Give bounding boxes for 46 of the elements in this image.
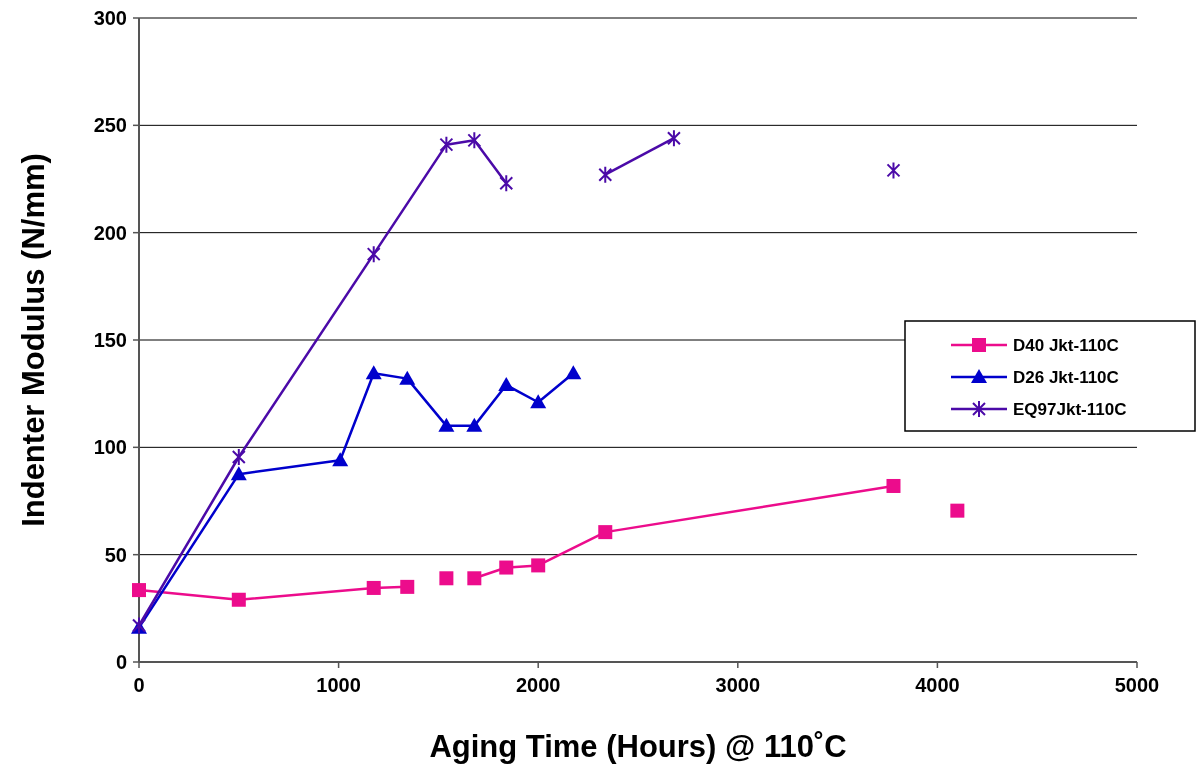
point <box>467 131 482 150</box>
x-tick-label: 3000 <box>715 674 761 696</box>
x-axis-title: Aging Time (Hours) @ 110˚C <box>429 729 847 764</box>
legend-label: EQ97Jkt-110C <box>1013 399 1127 419</box>
point <box>439 135 454 154</box>
point <box>132 583 146 598</box>
x-tick-label: 1000 <box>316 674 361 696</box>
x-tick-label: 5000 <box>1114 674 1160 696</box>
point <box>499 174 514 193</box>
point <box>498 377 515 392</box>
legend-label: D40 Jkt-110C <box>1013 335 1119 355</box>
y-tick-label: 250 <box>93 114 127 137</box>
point <box>886 161 901 180</box>
point <box>230 466 247 481</box>
point <box>598 165 613 184</box>
legend-label: D26 Jkt-110C <box>1013 367 1119 387</box>
point <box>231 592 246 607</box>
point <box>366 580 381 595</box>
point <box>467 571 482 586</box>
point <box>439 571 454 586</box>
point <box>499 560 514 575</box>
point <box>950 503 965 518</box>
point <box>332 452 349 467</box>
y-tick-label: 200 <box>93 221 127 244</box>
point <box>530 394 547 409</box>
point <box>438 417 455 432</box>
point <box>365 365 382 380</box>
point <box>598 525 613 540</box>
y-tick-label: 50 <box>104 543 127 566</box>
point <box>466 417 483 432</box>
point <box>886 478 901 493</box>
point <box>666 129 681 148</box>
point <box>565 365 582 380</box>
x-tick-label: 2000 <box>515 674 561 696</box>
y-tick-label: 150 <box>93 329 127 351</box>
y-tick-label: 300 <box>93 7 127 29</box>
point <box>366 245 381 264</box>
point <box>399 370 416 385</box>
x-tick-label: 0 <box>133 674 145 696</box>
y-axis-title: Indenter Modulus (N/mm) <box>16 153 51 527</box>
y-tick-label: 0 <box>115 651 127 673</box>
point <box>400 579 415 594</box>
point <box>531 558 546 573</box>
y-tick-label: 100 <box>93 436 127 459</box>
x-tick-label: 4000 <box>915 674 960 696</box>
point <box>231 447 246 466</box>
